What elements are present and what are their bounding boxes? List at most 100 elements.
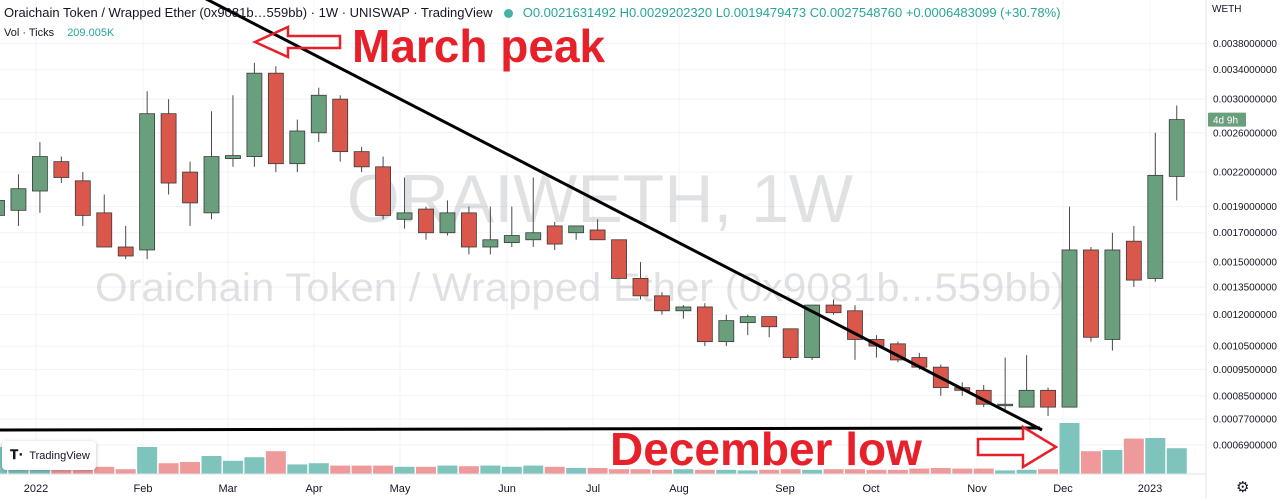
volume-label[interactable]: Vol · Ticks bbox=[4, 27, 55, 39]
volume-bar bbox=[1102, 450, 1123, 474]
volume-bar bbox=[158, 463, 179, 474]
candle-body bbox=[246, 72, 263, 157]
candle-body bbox=[997, 403, 1014, 407]
candle-body bbox=[182, 171, 198, 204]
volume-bar bbox=[1016, 469, 1037, 474]
time-axis[interactable]: 2022 Feb Mar Apr May Jun Jul Aug Sep Oct Nov Dec 202… bbox=[24, 483, 1162, 495]
volume-bar bbox=[373, 465, 394, 474]
candle-body bbox=[160, 113, 177, 184]
ohlc-values: O0.0021631492 H0.0029202320 L0.001947947… bbox=[522, 5, 1061, 20]
candle-body bbox=[310, 94, 327, 134]
volume-legend: Vol · Ticks 209.005K bbox=[4, 27, 114, 39]
volume-bar bbox=[201, 456, 222, 474]
y-tick-label: 0.0010500000 bbox=[1213, 342, 1277, 353]
candle-body bbox=[1104, 249, 1121, 340]
y-tick-label: 0.0030000000 bbox=[1213, 95, 1277, 106]
candle-body bbox=[32, 156, 48, 192]
volume-bar bbox=[394, 466, 415, 474]
countdown-text: 4d 9h bbox=[1213, 116, 1238, 127]
candle-body bbox=[1083, 249, 1099, 338]
candle-body bbox=[267, 72, 284, 165]
x-tick-label: Oct bbox=[862, 483, 879, 495]
volume-bar bbox=[587, 468, 608, 474]
candle-body bbox=[353, 151, 370, 168]
y-tick-label: 0.0038000000 bbox=[1213, 39, 1277, 50]
volume-bar bbox=[737, 470, 758, 474]
candle-body bbox=[654, 295, 670, 312]
price-scale[interactable] bbox=[1206, 0, 1280, 498]
december-low-arrow bbox=[976, 424, 1059, 470]
market-status-dot bbox=[504, 9, 514, 18]
x-tick-label: Sep bbox=[775, 483, 795, 495]
volume-bar bbox=[523, 465, 544, 474]
tradingview-logo-text: TradingView bbox=[29, 449, 90, 462]
y-tick-label: 0.0012000000 bbox=[1213, 310, 1277, 321]
volume-bar bbox=[1080, 451, 1101, 474]
support-line[interactable] bbox=[0, 426, 1041, 432]
volume-bar bbox=[566, 468, 587, 474]
tradingview-logo[interactable]: 𝐓∙ TradingView bbox=[2, 441, 96, 470]
y-tick-label: 0.0026000000 bbox=[1213, 128, 1277, 139]
volume-bar bbox=[244, 457, 265, 474]
candle-body bbox=[761, 316, 778, 328]
x-tick-label: 2022 bbox=[24, 483, 48, 495]
chart-header: Oraichain Token / Wrapped Ether (0x9081b… bbox=[4, 5, 1061, 20]
candle-body bbox=[0, 200, 5, 216]
volume-bar bbox=[630, 469, 651, 474]
candle-body bbox=[460, 212, 477, 248]
candle-body bbox=[396, 212, 413, 220]
candle-body bbox=[482, 239, 499, 248]
gear-icon[interactable]: ⚙ bbox=[1236, 478, 1250, 496]
x-tick-label: Dec bbox=[1053, 483, 1073, 495]
volume-value: 209.005K bbox=[67, 27, 115, 39]
volume-bar bbox=[1166, 448, 1187, 474]
volume-bar bbox=[823, 469, 844, 474]
candle-body bbox=[1018, 389, 1035, 408]
volume-bar bbox=[651, 469, 672, 474]
volume-bar bbox=[1145, 438, 1166, 474]
volume-bar bbox=[1123, 438, 1144, 474]
march-peak-arrow bbox=[251, 25, 342, 59]
downtrend-line[interactable] bbox=[150, 0, 1043, 432]
volume-bar bbox=[866, 469, 887, 474]
december-low-label: December low bbox=[610, 423, 922, 475]
x-tick-label: Jun bbox=[498, 483, 516, 495]
candle-body bbox=[74, 180, 91, 216]
volume-bar bbox=[330, 465, 351, 474]
volume-bar bbox=[694, 469, 715, 474]
volume-bar bbox=[458, 466, 479, 474]
candle-body bbox=[804, 304, 820, 358]
volume-bar bbox=[673, 469, 694, 474]
candle-body bbox=[1125, 240, 1142, 281]
y-tick-label: 0.0006900000 bbox=[1213, 440, 1277, 451]
volume-bar bbox=[845, 469, 865, 474]
y-tick-label: 0.0017000000 bbox=[1213, 228, 1277, 239]
candle-body bbox=[632, 278, 649, 297]
candle-body bbox=[225, 155, 241, 159]
candle-body bbox=[10, 188, 27, 211]
y-tick-label: 0.0015000000 bbox=[1213, 258, 1277, 269]
candle-body bbox=[1147, 174, 1164, 279]
candle-body bbox=[96, 212, 113, 248]
candle-body bbox=[203, 156, 220, 214]
volume-bar bbox=[887, 469, 908, 474]
volume-bar bbox=[716, 469, 737, 474]
symbol-title[interactable]: Oraichain Token / Wrapped Ether (0x9081b… bbox=[4, 5, 493, 20]
volume-bar bbox=[973, 468, 994, 474]
volume-bar bbox=[544, 466, 565, 474]
x-tick-label: Jul bbox=[586, 483, 600, 495]
volume-bar bbox=[180, 462, 201, 474]
candle-body bbox=[611, 239, 627, 279]
x-tick-label: Mar bbox=[219, 483, 238, 495]
candle-body bbox=[117, 246, 134, 257]
candle-body bbox=[525, 232, 542, 241]
volume-bar bbox=[930, 468, 951, 474]
x-tick-label: 2023 bbox=[1138, 483, 1162, 495]
candle-body bbox=[1061, 249, 1078, 408]
x-tick-label: May bbox=[390, 483, 411, 495]
volume-bar bbox=[265, 451, 286, 474]
candle-body bbox=[375, 166, 392, 216]
y-tick-label: 0.0007700000 bbox=[1213, 415, 1277, 426]
